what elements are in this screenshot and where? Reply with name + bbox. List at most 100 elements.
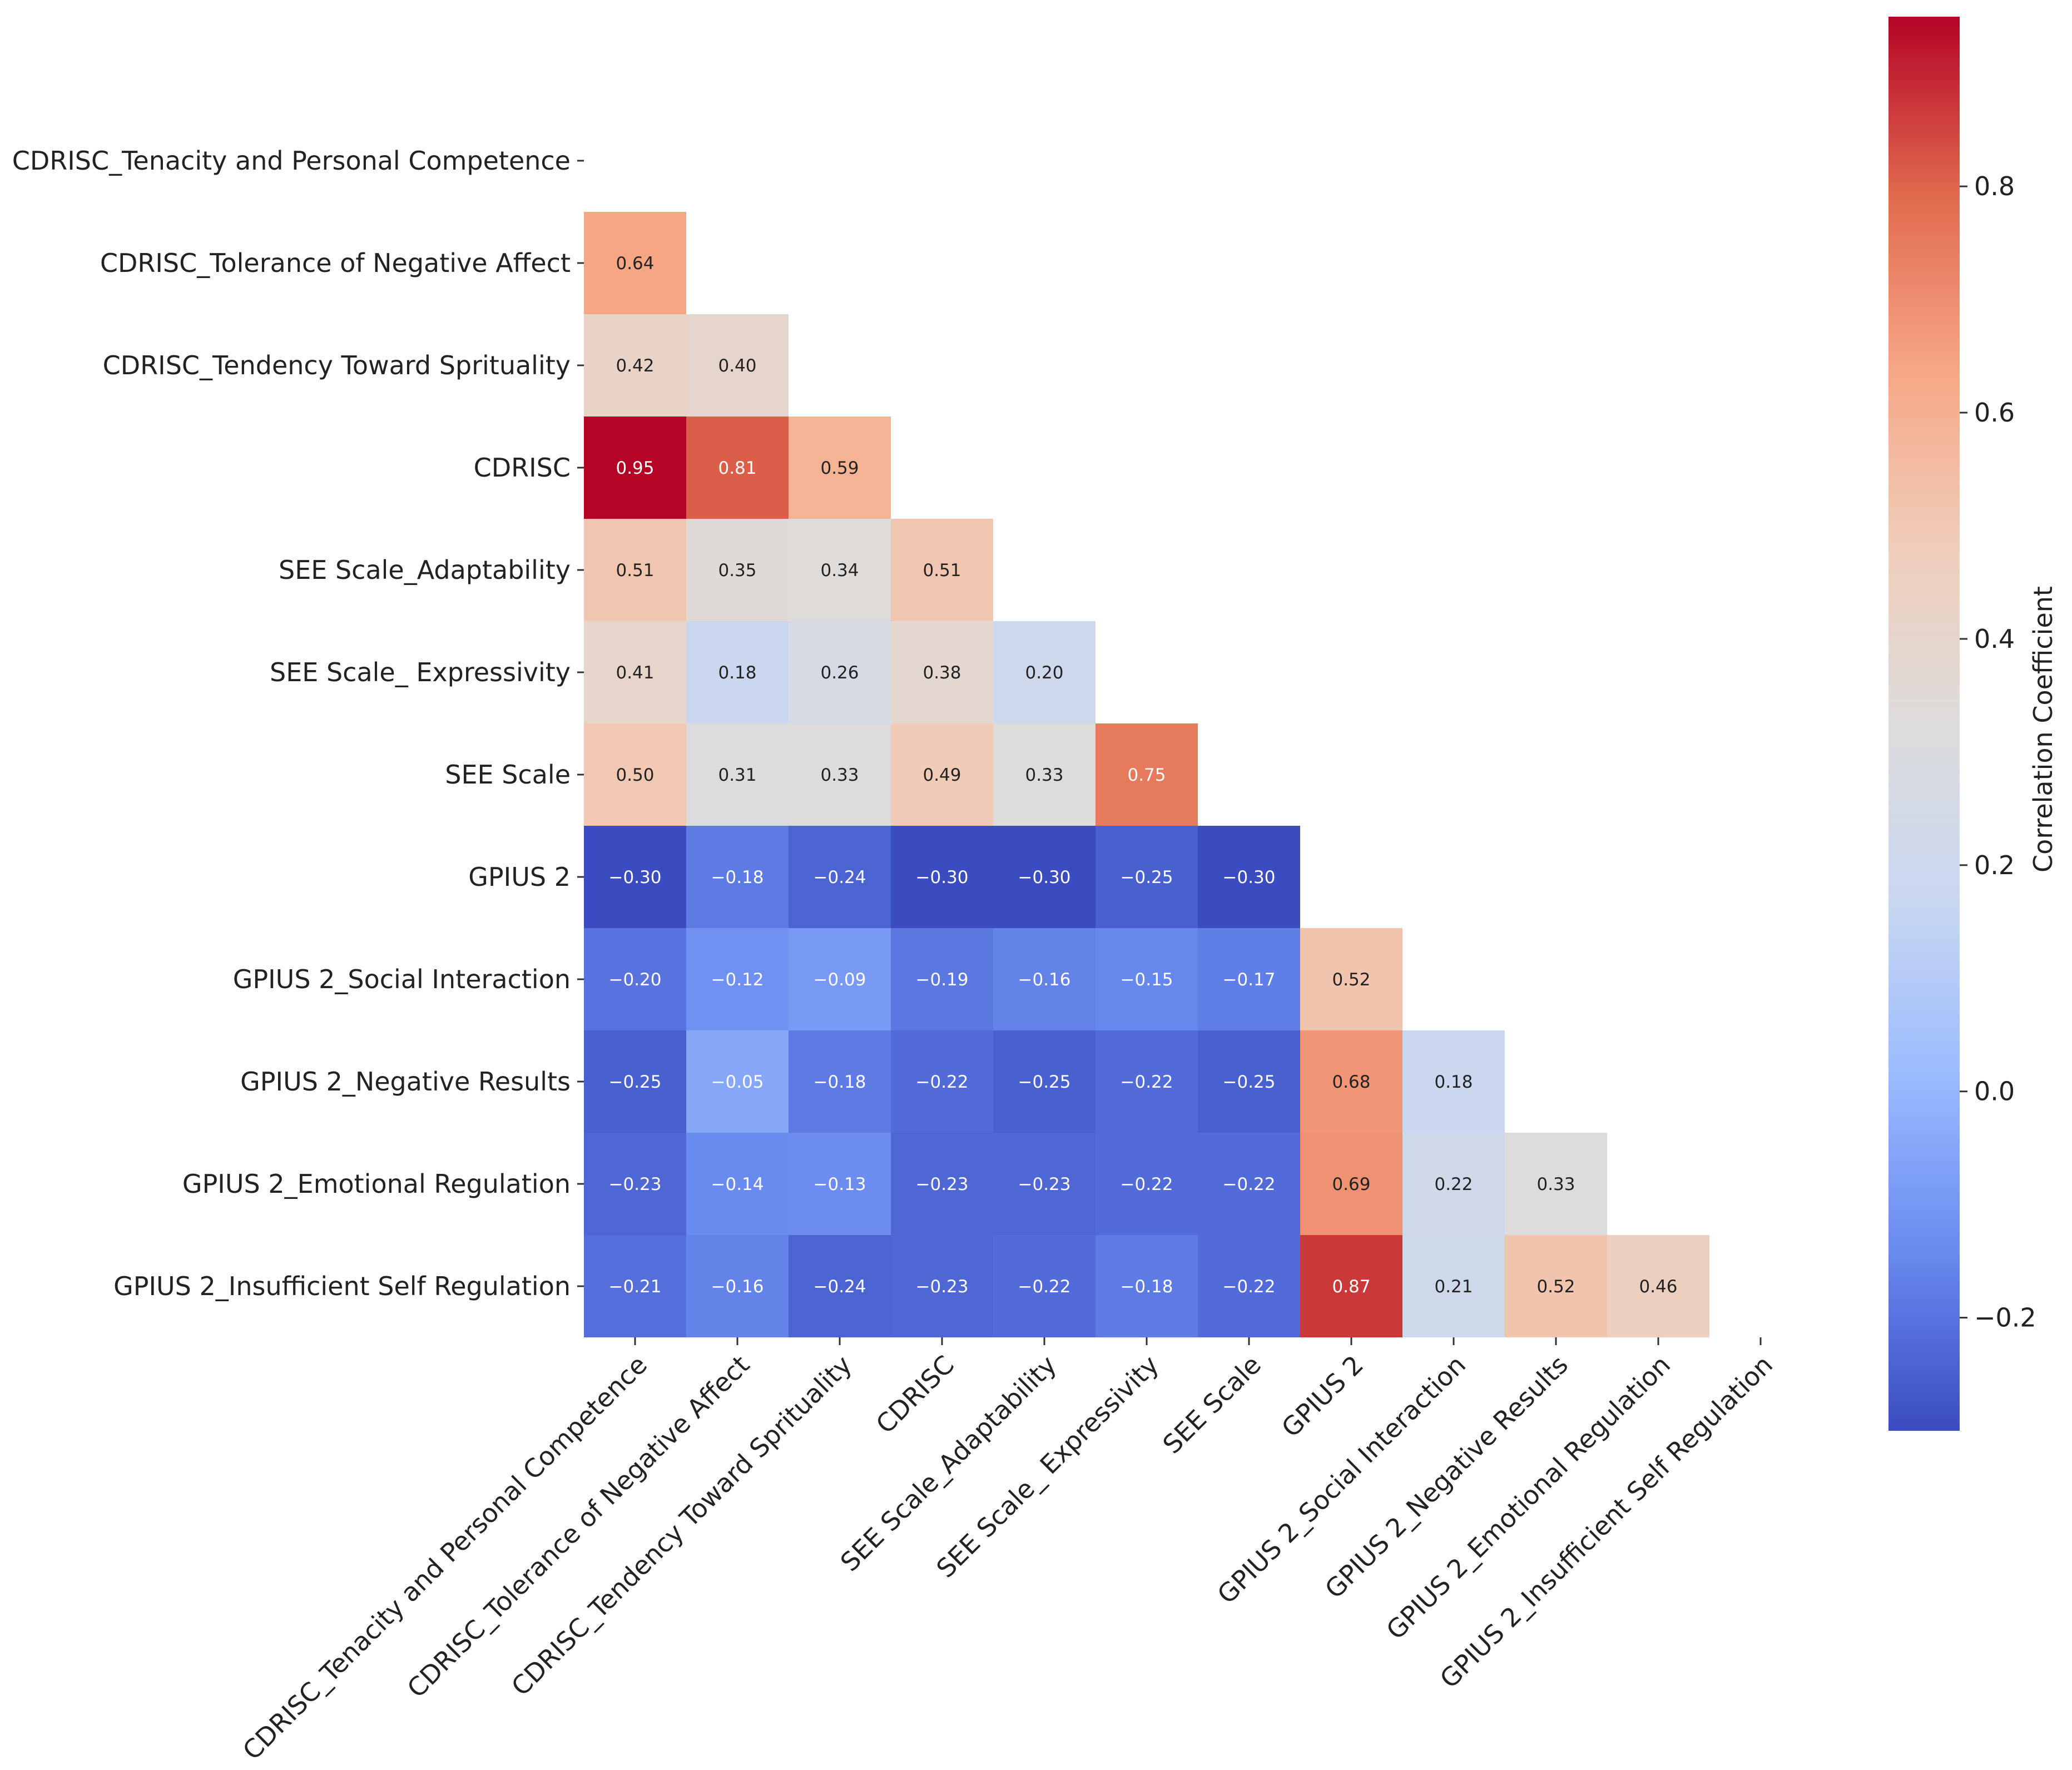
heatmap-cell [993, 928, 1096, 1030]
cell-value-label: −0.05 [711, 1072, 764, 1092]
cell-value-label: 0.51 [923, 561, 961, 581]
x-tick-label: SEE Scale [1157, 1350, 1267, 1460]
heatmap-cell [1300, 1030, 1402, 1133]
cell-value-label: −0.24 [814, 1277, 866, 1297]
heatmap-cell [1096, 928, 1198, 1030]
heatmap-cells: 0.64 0.42 0.40 0.95 0.81 0.59 0.51 0.35 0.34 0.51… [584, 212, 1709, 1337]
heatmap-cell [686, 723, 789, 826]
heatmap-cell [584, 212, 686, 314]
heatmap-cell [891, 1133, 993, 1235]
colorbar-tick-label: 0.6 [1974, 398, 2015, 428]
heatmap-cell [686, 314, 789, 417]
cell-value-label: −0.30 [1223, 867, 1276, 888]
cell-value-label: 0.69 [1332, 1174, 1370, 1194]
heatmap-cell [993, 621, 1096, 723]
cell-value-label: 0.68 [1332, 1072, 1370, 1092]
cell-value-label: 0.52 [1332, 970, 1370, 990]
cell-value-label: −0.16 [711, 1277, 764, 1297]
heatmap-cell [891, 1235, 993, 1337]
y-tick-label: CDRISC [474, 453, 571, 483]
heatmap-cell [891, 621, 993, 723]
cell-value-label: −0.18 [711, 867, 764, 888]
cell-value-label: 0.33 [1536, 1174, 1575, 1194]
y-axis: CDRISC_Tenacity and Personal Competence C… [12, 146, 584, 1301]
cell-value-label: 0.31 [718, 765, 756, 785]
colorbar-title: Correlation Coefficient [2028, 586, 2058, 872]
heatmap-cell [1096, 1235, 1198, 1337]
heatmap-cell [1505, 1235, 1607, 1337]
heatmap-cell [993, 1235, 1096, 1337]
heatmap-cell [789, 723, 891, 826]
heatmap-cell [993, 1030, 1096, 1133]
colorbar-tick-label: 0.2 [1974, 850, 2015, 880]
cell-value-label: −0.23 [609, 1174, 662, 1194]
cell-value-label: −0.18 [814, 1072, 866, 1092]
heatmap-cell [1402, 1030, 1505, 1133]
colorbar-tick-label: −0.2 [1974, 1303, 2036, 1333]
heatmap-cell [789, 621, 891, 723]
heatmap-cell [789, 1133, 891, 1235]
x-tick-label: CDRISC [870, 1350, 960, 1439]
cell-value-label: −0.23 [916, 1277, 969, 1297]
cell-value-label: −0.12 [711, 970, 764, 990]
heatmap-cell [584, 417, 686, 519]
cell-value-label: 0.26 [820, 663, 859, 683]
cell-value-label: 0.87 [1332, 1277, 1370, 1297]
cell-value-label: −0.30 [1018, 867, 1071, 888]
cell-value-label: −0.30 [916, 867, 969, 888]
cell-value-label: −0.23 [1018, 1174, 1071, 1194]
y-tick-label: GPIUS 2_Social Interaction [233, 964, 571, 994]
heatmap-cell [686, 928, 789, 1030]
cell-value-label: 0.40 [718, 356, 756, 376]
y-tick-label: GPIUS 2_Emotional Regulation [182, 1169, 571, 1199]
heatmap-cell [1300, 1133, 1402, 1235]
heatmap-cell [1300, 1235, 1402, 1337]
y-tick-label: SEE Scale_ Expressivity [270, 657, 571, 687]
cell-value-label: 0.49 [923, 765, 961, 785]
cell-value-label: 0.18 [1434, 1072, 1473, 1092]
cell-value-label: −0.22 [1121, 1174, 1173, 1194]
cell-value-label: 0.22 [1434, 1174, 1473, 1194]
cell-value-label: −0.09 [814, 970, 866, 990]
heatmap-cell [1198, 1235, 1300, 1337]
cell-value-label: 0.42 [616, 356, 654, 376]
heatmap-cell [584, 1030, 686, 1133]
heatmap-cell [1505, 1133, 1607, 1235]
heatmap-cell [584, 723, 686, 826]
heatmap-cell [789, 417, 891, 519]
heatmap-cell [993, 1133, 1096, 1235]
heatmap-cell [1607, 1235, 1709, 1337]
cell-value-label: −0.22 [1223, 1277, 1276, 1297]
heatmap-cell [686, 1133, 789, 1235]
cell-value-label: −0.14 [711, 1174, 764, 1194]
cell-value-label: −0.19 [916, 970, 969, 990]
heatmap-cell [1402, 1133, 1505, 1235]
y-tick-label: SEE Scale [445, 760, 571, 790]
cell-value-label: 0.95 [616, 458, 654, 478]
cell-value-label: −0.25 [1018, 1072, 1071, 1092]
cell-value-label: −0.25 [609, 1072, 662, 1092]
heatmap-cell [1096, 723, 1198, 826]
cell-value-label: −0.18 [1121, 1277, 1173, 1297]
heatmap-cell [1198, 826, 1300, 928]
heatmap-cell [1300, 928, 1402, 1030]
heatmap-cell [891, 519, 993, 621]
cell-value-label: −0.23 [916, 1174, 969, 1194]
x-axis: CDRISC_Tenacity and Personal Competence C… [237, 1337, 1778, 1766]
cell-value-label: 0.75 [1127, 765, 1166, 785]
cell-value-label: −0.22 [1018, 1277, 1071, 1297]
cell-value-label: −0.25 [1121, 867, 1173, 888]
y-tick-label: CDRISC_Tenacity and Personal Competence [12, 146, 571, 176]
heatmap-cell [686, 417, 789, 519]
heatmap-cell [584, 519, 686, 621]
colorbar-gradient [1888, 17, 1960, 1431]
heatmap-cell [789, 1235, 891, 1337]
heatmap-cell [789, 928, 891, 1030]
x-tick-label: CDRISC_Tenacity and Personal Competence [237, 1350, 653, 1766]
heatmap-cell [1096, 1133, 1198, 1235]
colorbar: −0.2 0.0 0.2 0.4 0.6 0.8 Correlation Coeffici… [1888, 17, 2058, 1431]
cell-value-label: 0.46 [1639, 1277, 1677, 1297]
heatmap-cell [891, 1030, 993, 1133]
heatmap-cell [891, 826, 993, 928]
